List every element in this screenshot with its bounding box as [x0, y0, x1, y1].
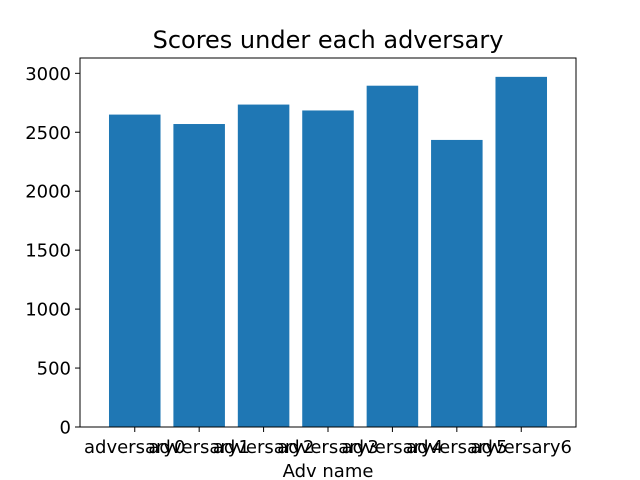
- y-axis-ticks: 0 500 1000 1500 2000 2500 3000: [25, 64, 80, 439]
- x-tick-label: adversary6: [470, 437, 572, 458]
- y-tick-label: 0: [60, 418, 71, 439]
- bars: [108, 76, 548, 428]
- y-tick-label: 500: [37, 359, 71, 380]
- bar-adversary1: [173, 124, 225, 428]
- y-tick-label: 2000: [25, 182, 71, 203]
- bar-adversary6: [495, 76, 548, 428]
- bar-adversary2: [237, 104, 290, 427]
- chart-title: Scores under each adversary: [153, 26, 504, 54]
- bar-adversary3: [302, 110, 354, 428]
- x-tick-label: adversary5: [406, 437, 508, 458]
- x-tick-label: adversary2: [213, 437, 315, 458]
- x-tick-label: adversary4: [342, 437, 444, 458]
- x-axis-ticks: adversary0adversary1adversary2adversary3…: [84, 427, 572, 458]
- x-axis-label: Adv name: [283, 461, 374, 480]
- y-tick-label: 1500: [25, 241, 71, 262]
- y-tick-label: 1000: [25, 300, 71, 321]
- x-tick-label: adversary1: [148, 437, 250, 458]
- x-tick-label: adversary3: [277, 437, 379, 458]
- bar-adversary4: [366, 85, 419, 427]
- y-tick-label: 2500: [25, 123, 71, 144]
- bar-adversary0: [108, 114, 161, 427]
- x-tick-label: adversary0: [84, 437, 186, 458]
- y-tick-label: 3000: [25, 64, 71, 85]
- bar-adversary5: [431, 139, 483, 427]
